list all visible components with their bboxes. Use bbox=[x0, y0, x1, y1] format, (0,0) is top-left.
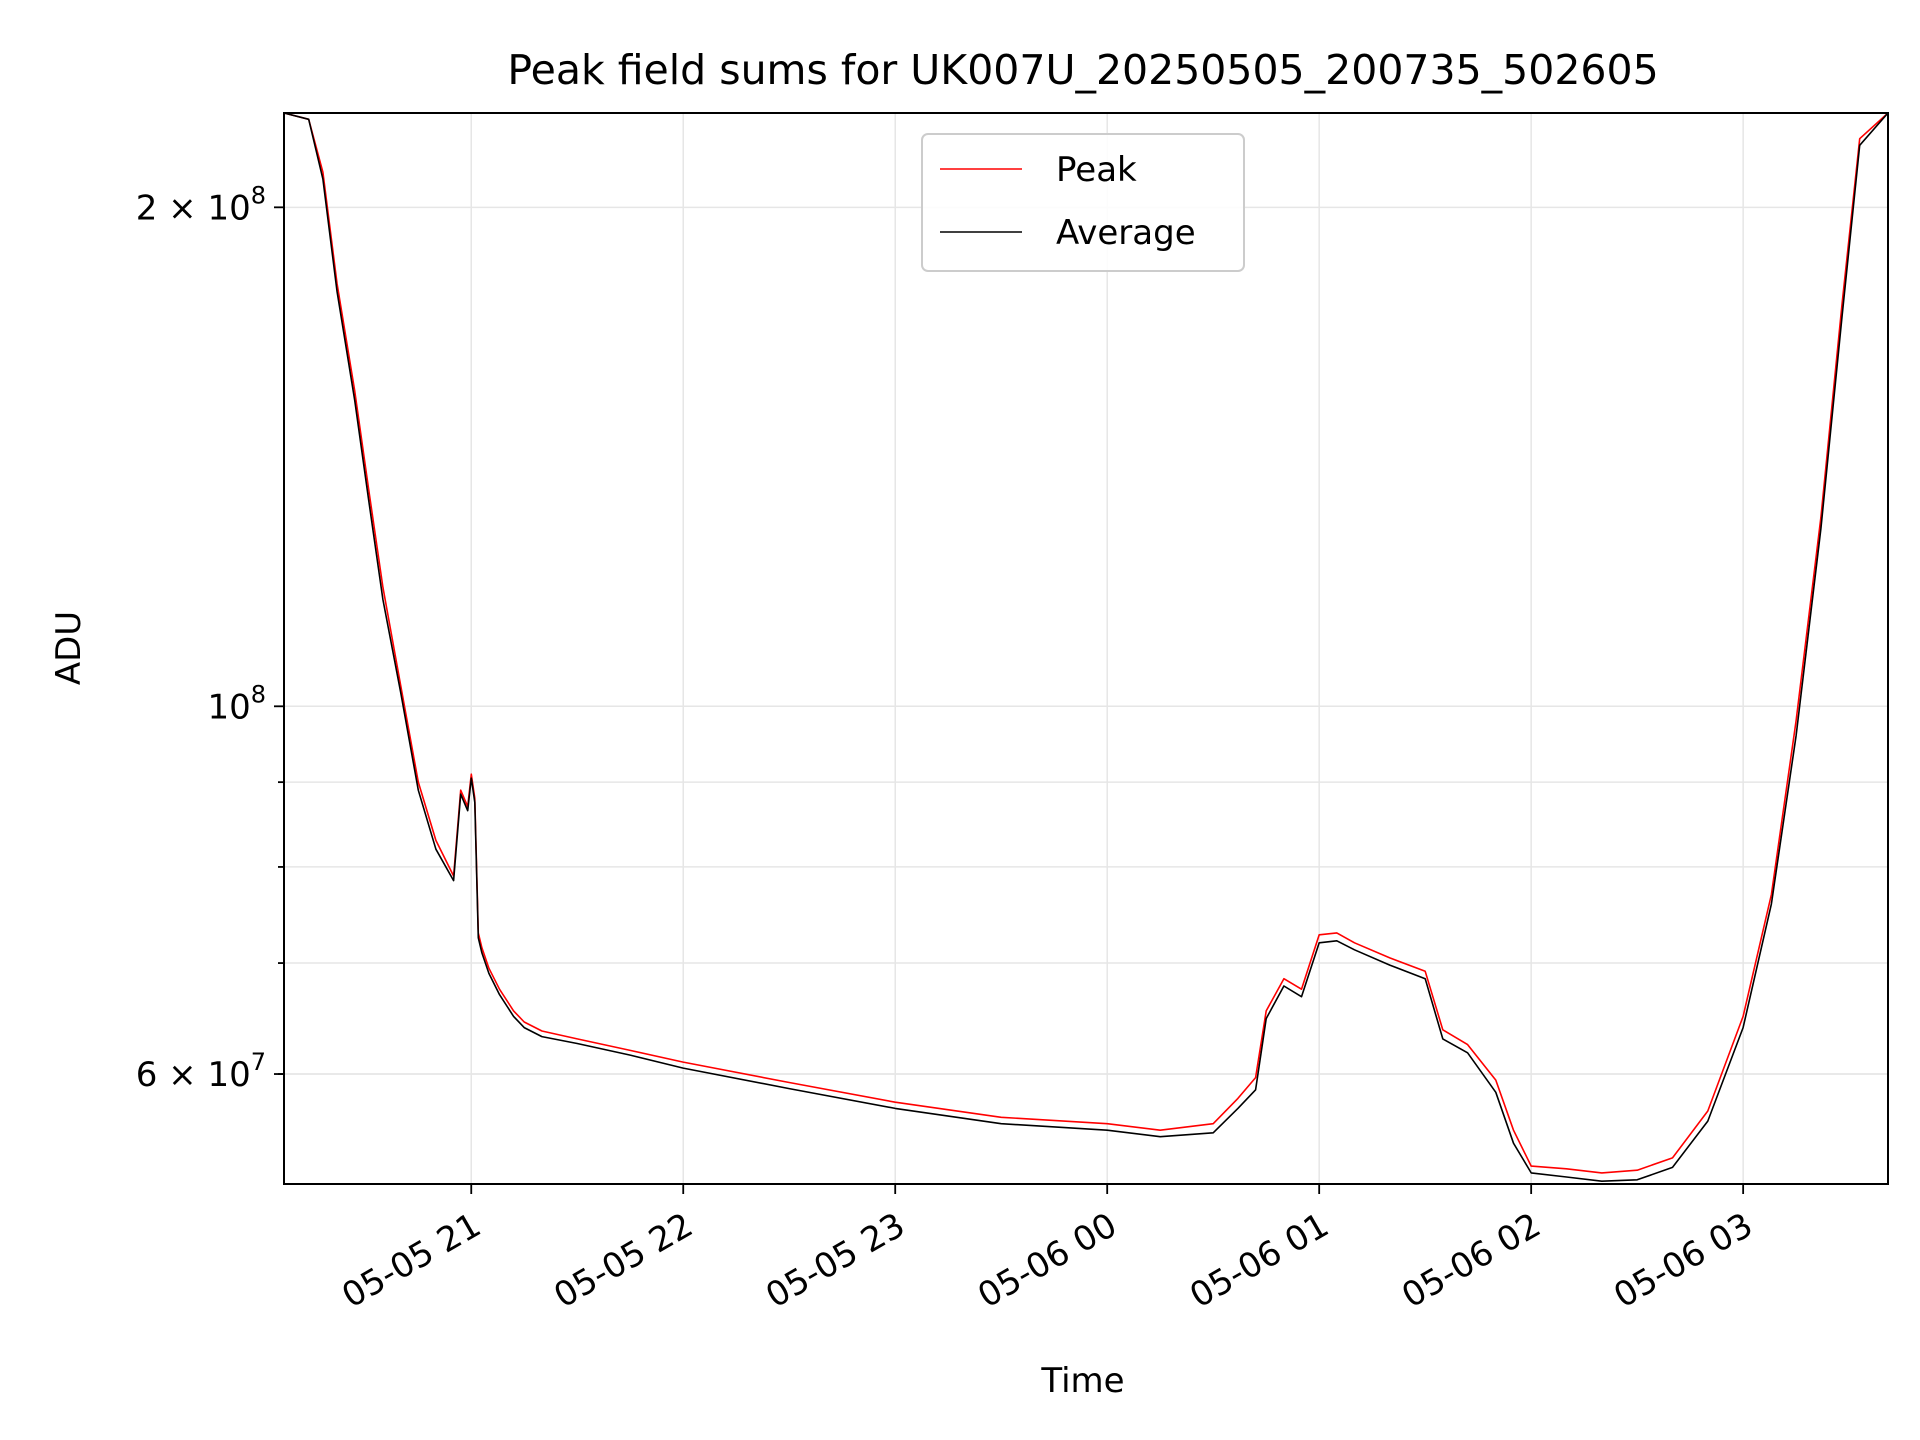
chart-title: Peak field sums for UK007U_20250505_2007… bbox=[507, 46, 1658, 94]
legend-label-average: Average bbox=[1056, 213, 1196, 253]
series-line-average bbox=[283, 112, 1889, 1182]
y-axis-label: ADU bbox=[49, 611, 89, 685]
legend: Peak Average bbox=[921, 133, 1245, 272]
y-tick-label: 6 × 107 bbox=[136, 1048, 266, 1095]
y-tick-label: 108 bbox=[207, 680, 266, 727]
grid-layer bbox=[284, 113, 1888, 1184]
plot-frame bbox=[283, 112, 1889, 1185]
y-tick-label: 2 × 108 bbox=[136, 181, 266, 228]
x-axis-label: Time bbox=[1040, 1361, 1124, 1401]
series-line-peak bbox=[283, 112, 1889, 1174]
series-layer bbox=[283, 112, 1889, 1182]
legend-label-peak: Peak bbox=[1056, 150, 1137, 190]
